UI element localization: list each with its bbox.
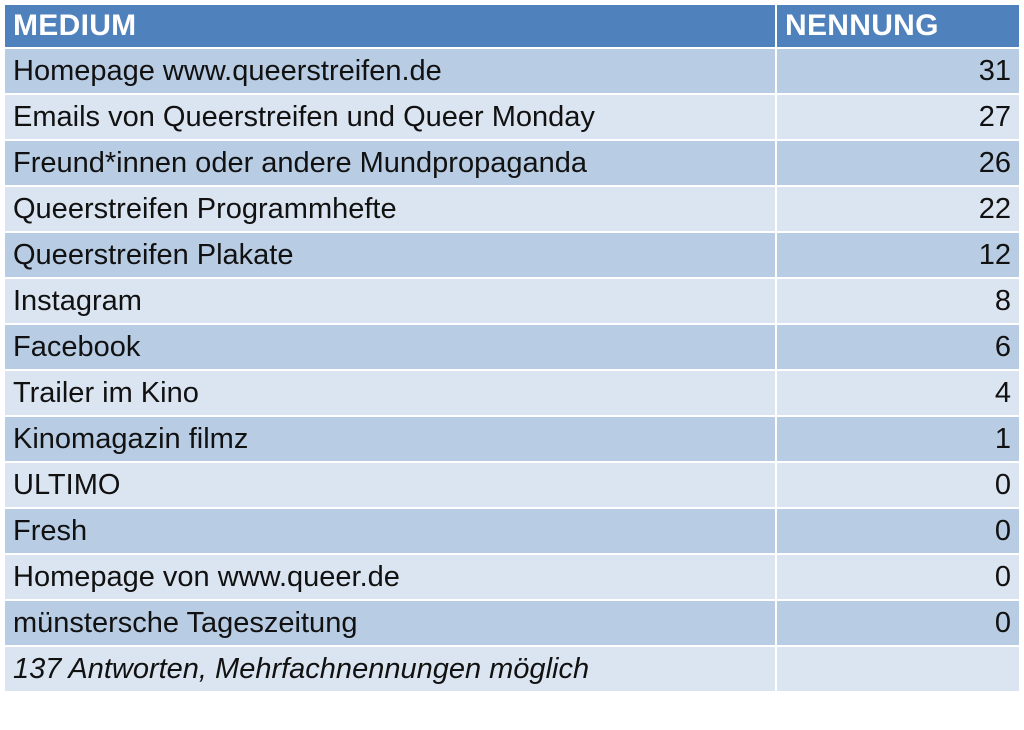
count-cell: 0: [777, 463, 1019, 507]
count-cell: 8: [777, 279, 1019, 323]
table-row: Kinomagazin filmz 1: [5, 417, 1019, 461]
medium-cell: ULTIMO: [5, 463, 775, 507]
count-cell: 4: [777, 371, 1019, 415]
count-cell: 1: [777, 417, 1019, 461]
medium-cell: Queerstreifen Programmhefte: [5, 187, 775, 231]
table-row: ULTIMO 0: [5, 463, 1019, 507]
medium-cell: Emails von Queerstreifen und Queer Monda…: [5, 95, 775, 139]
table-row: Facebook 6: [5, 325, 1019, 369]
medium-cell: Homepage www.queerstreifen.de: [5, 49, 775, 93]
count-cell: 12: [777, 233, 1019, 277]
medium-cell: Freund*innen oder andere Mundpropaganda: [5, 141, 775, 185]
medium-column-header: MEDIUM: [5, 5, 775, 47]
count-cell: 0: [777, 509, 1019, 553]
table-row: Instagram 8: [5, 279, 1019, 323]
count-cell: 0: [777, 601, 1019, 645]
medium-cell: Fresh: [5, 509, 775, 553]
table-row: Fresh 0: [5, 509, 1019, 553]
count-cell: 31: [777, 49, 1019, 93]
table-row: Trailer im Kino 4: [5, 371, 1019, 415]
table-row: Homepage www.queerstreifen.de 31: [5, 49, 1019, 93]
count-cell: 0: [777, 555, 1019, 599]
count-cell: 26: [777, 141, 1019, 185]
footer-note: 137 Antworten, Mehrfachnennungen möglich: [5, 647, 775, 691]
medium-cell: Instagram: [5, 279, 775, 323]
header-row: MEDIUM NENNUNG: [5, 5, 1019, 47]
medium-cell: Trailer im Kino: [5, 371, 775, 415]
medium-cell: Facebook: [5, 325, 775, 369]
count-cell: 6: [777, 325, 1019, 369]
medium-cell: Queerstreifen Plakate: [5, 233, 775, 277]
count-cell: 27: [777, 95, 1019, 139]
table-row: Homepage von www.queer.de 0: [5, 555, 1019, 599]
table-row: Emails von Queerstreifen und Queer Monda…: [5, 95, 1019, 139]
medium-cell: Kinomagazin filmz: [5, 417, 775, 461]
footer-row: 137 Antworten, Mehrfachnennungen möglich: [5, 647, 1019, 691]
media-mentions-table: MEDIUM NENNUNG Homepage www.queerstreife…: [3, 3, 1021, 693]
footer-count-cell: [777, 647, 1019, 691]
count-cell: 22: [777, 187, 1019, 231]
table-row: münstersche Tageszeitung 0: [5, 601, 1019, 645]
table-row: Freund*innen oder andere Mundpropaganda …: [5, 141, 1019, 185]
table-row: Queerstreifen Programmhefte 22: [5, 187, 1019, 231]
medium-cell: münstersche Tageszeitung: [5, 601, 775, 645]
medium-cell: Homepage von www.queer.de: [5, 555, 775, 599]
count-column-header: NENNUNG: [777, 5, 1019, 47]
table-row: Queerstreifen Plakate 12: [5, 233, 1019, 277]
